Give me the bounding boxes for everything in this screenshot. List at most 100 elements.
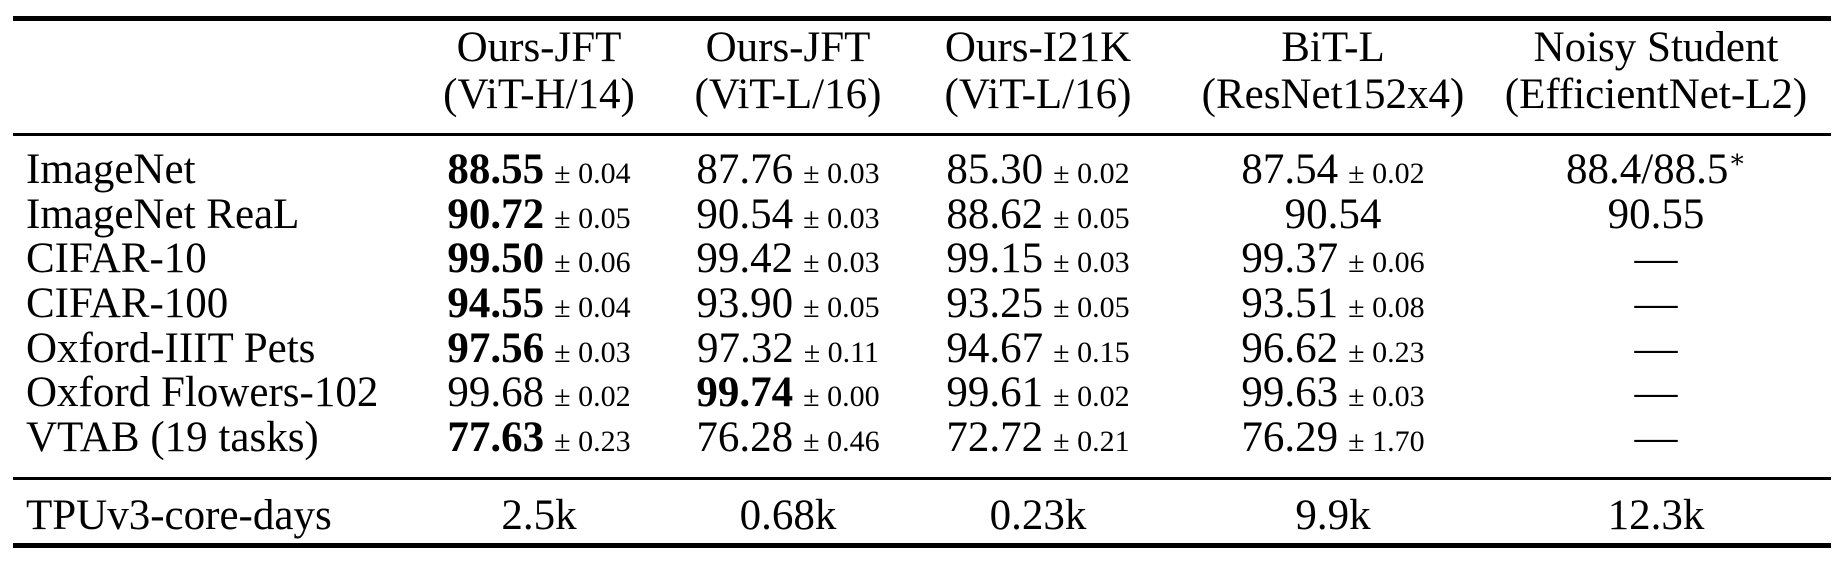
table-row-imagenet-real: ImageNet ReaL 90.72 ± 0.05 90.54 ± 0.03 88…	[0, 192, 1844, 237]
metric-value-cell: 88.62 ± 0.05	[946, 192, 1129, 241]
metric-value-cell: 90.55	[1608, 192, 1705, 237]
metric-value: 99.63	[1241, 369, 1339, 416]
footnote-asterisk: ∗	[1728, 144, 1747, 174]
metric-value: 76.28	[696, 414, 794, 461]
table-footer-rule	[13, 477, 1831, 480]
metric-value-cell: 93.25 ± 0.05	[946, 281, 1129, 330]
metric-value: 72.72	[946, 414, 1044, 461]
metric-value: 90.55	[1607, 191, 1705, 238]
metric-value: 85.30	[946, 146, 1044, 193]
metric-stderr: ± 0.02	[1348, 157, 1425, 190]
row-label: CIFAR-10	[26, 235, 207, 282]
metric-stderr: ± 0.03	[1348, 380, 1425, 413]
metric-value: 99.50	[447, 235, 545, 282]
metric-value-cell: 72.72 ± 0.21	[946, 415, 1129, 464]
table-row-cifar100: CIFAR-100 94.55 ± 0.04 93.90 ± 0.05 93.25 ±…	[0, 281, 1844, 326]
metric-stderr: ± 0.15	[1053, 336, 1130, 369]
column-header-ours-jft-vitl16: Ours-JFT (ViT-L/16)	[695, 24, 882, 118]
row-label: Oxford-IIIT Pets	[26, 325, 316, 372]
row-label: TPUv3-core-days	[26, 492, 332, 539]
metric-stderr: ± 0.05	[803, 291, 880, 324]
metric-value: 87.54	[1241, 146, 1339, 193]
row-label: Oxford Flowers-102	[26, 369, 379, 416]
compute-cost-cell: 2.5k	[501, 493, 576, 538]
row-label: CIFAR-100	[26, 280, 229, 327]
compute-cost-cell: 0.23k	[990, 493, 1087, 538]
metric-value-cell: 90.54 ± 0.03	[696, 192, 879, 241]
metric-value-cell: —	[1635, 236, 1678, 281]
metric-value: 94.55	[447, 280, 545, 327]
metric-value-cell: 87.76 ± 0.03	[696, 147, 879, 196]
metric-value: 93.51	[1241, 280, 1339, 327]
table-row-cifar10: CIFAR-10 99.50 ± 0.06 99.42 ± 0.03 99.15 ± …	[0, 236, 1844, 281]
metric-value: —	[1634, 325, 1678, 372]
metric-value-cell: 90.54	[1285, 192, 1382, 237]
metric-value: 97.32	[696, 325, 794, 372]
column-header-model: BiT-L	[1281, 24, 1385, 71]
metric-stderr: ± 0.05	[1053, 202, 1130, 235]
table-row-vtab: VTAB (19 tasks) 77.63 ± 0.23 76.28 ± 0.46 …	[0, 415, 1844, 460]
metric-stderr: ± 0.23	[554, 425, 631, 458]
metric-value: 76.29	[1241, 414, 1339, 461]
metric-value-cell: 87.54 ± 0.02	[1241, 147, 1424, 196]
metric-value: 96.62	[1241, 325, 1339, 372]
table-row-imagenet: ImageNet 88.55 ± 0.04 87.76 ± 0.03 85.30 ± …	[0, 144, 1844, 193]
table-top-rule	[13, 16, 1831, 21]
table-header-rule	[13, 133, 1831, 136]
column-header-arch: (ResNet152x4)	[1201, 71, 1465, 118]
metric-value: 77.63	[447, 414, 545, 461]
compute-cost-value: 9.9k	[1295, 492, 1371, 539]
table-bottom-rule	[13, 543, 1831, 548]
metric-value-cell: 96.62 ± 0.23	[1241, 326, 1424, 375]
compute-cost-cell: 12.3k	[1608, 493, 1705, 538]
metric-value: —	[1634, 280, 1678, 327]
metric-value: —	[1634, 235, 1678, 282]
metric-value: 90.72	[447, 191, 545, 238]
metric-stderr: ± 0.08	[1348, 291, 1425, 324]
column-header-model: Noisy Student	[1533, 24, 1779, 71]
column-header-arch: (ViT-H/14)	[443, 71, 635, 118]
metric-value: —	[1634, 414, 1678, 461]
metric-stderr: ± 0.03	[803, 202, 880, 235]
column-header-bit-l: BiT-L (ResNet152x4)	[1202, 24, 1465, 118]
metric-value-cell: 99.50 ± 0.06	[447, 236, 630, 285]
table-row-oxford-flowers: Oxford Flowers-102 99.68 ± 0.02 99.74 ± 0.…	[0, 370, 1844, 415]
metric-stderr: ± 0.05	[1053, 291, 1130, 324]
metric-stderr: ± 1.70	[1348, 425, 1425, 458]
table-row-tpu-core-days: TPUv3-core-days 2.5k 0.68k 0.23k 9.9k 12…	[0, 493, 1844, 538]
metric-stderr: ± 0.03	[554, 336, 631, 369]
column-header-arch: (ViT-L/16)	[694, 71, 882, 118]
column-header-arch: (EfficientNet-L2)	[1504, 71, 1808, 118]
metric-value: 99.42	[696, 235, 794, 282]
compute-cost-value: 0.23k	[989, 492, 1087, 539]
row-label: VTAB (19 tasks)	[26, 414, 319, 461]
metric-value: 88.62	[946, 191, 1044, 238]
metric-value-cell: 94.67 ± 0.15	[946, 326, 1129, 375]
row-label: ImageNet ReaL	[26, 191, 300, 238]
metric-value-cell: 76.29 ± 1.70	[1241, 415, 1424, 464]
metric-value-cell: 88.55 ± 0.04	[447, 147, 630, 196]
metric-value: 99.15	[946, 235, 1044, 282]
metric-value: 99.68	[447, 369, 545, 416]
metric-value-cell: 85.30 ± 0.02	[946, 147, 1129, 196]
row-label: ImageNet	[26, 146, 196, 193]
compute-cost-cell: 0.68k	[740, 493, 837, 538]
metric-stderr: ± 0.03	[803, 157, 880, 190]
metric-value: 99.74	[696, 369, 794, 416]
metric-value-cell: 90.72 ± 0.05	[447, 192, 630, 241]
metric-value-cell: 77.63 ± 0.23	[447, 415, 630, 464]
metric-value: 97.56	[447, 325, 545, 372]
compute-cost-value: 12.3k	[1607, 492, 1705, 539]
metric-stderr: ± 0.46	[803, 425, 880, 458]
metric-stderr: ± 0.03	[803, 246, 880, 279]
metric-stderr: ± 0.02	[1053, 157, 1130, 190]
metric-value-cell: 97.32 ± 0.11	[697, 326, 879, 375]
metric-value-cell: 99.61 ± 0.02	[946, 370, 1129, 419]
metric-value-cell: 99.42 ± 0.03	[696, 236, 879, 285]
compute-cost-value: 2.5k	[501, 492, 577, 539]
metric-value: 99.61	[946, 369, 1044, 416]
metric-value-cell: 76.28 ± 0.46	[696, 415, 879, 464]
metric-stderr: ± 0.11	[803, 336, 880, 369]
metric-stderr: ± 0.00	[803, 380, 880, 413]
metric-value: —	[1634, 369, 1678, 416]
